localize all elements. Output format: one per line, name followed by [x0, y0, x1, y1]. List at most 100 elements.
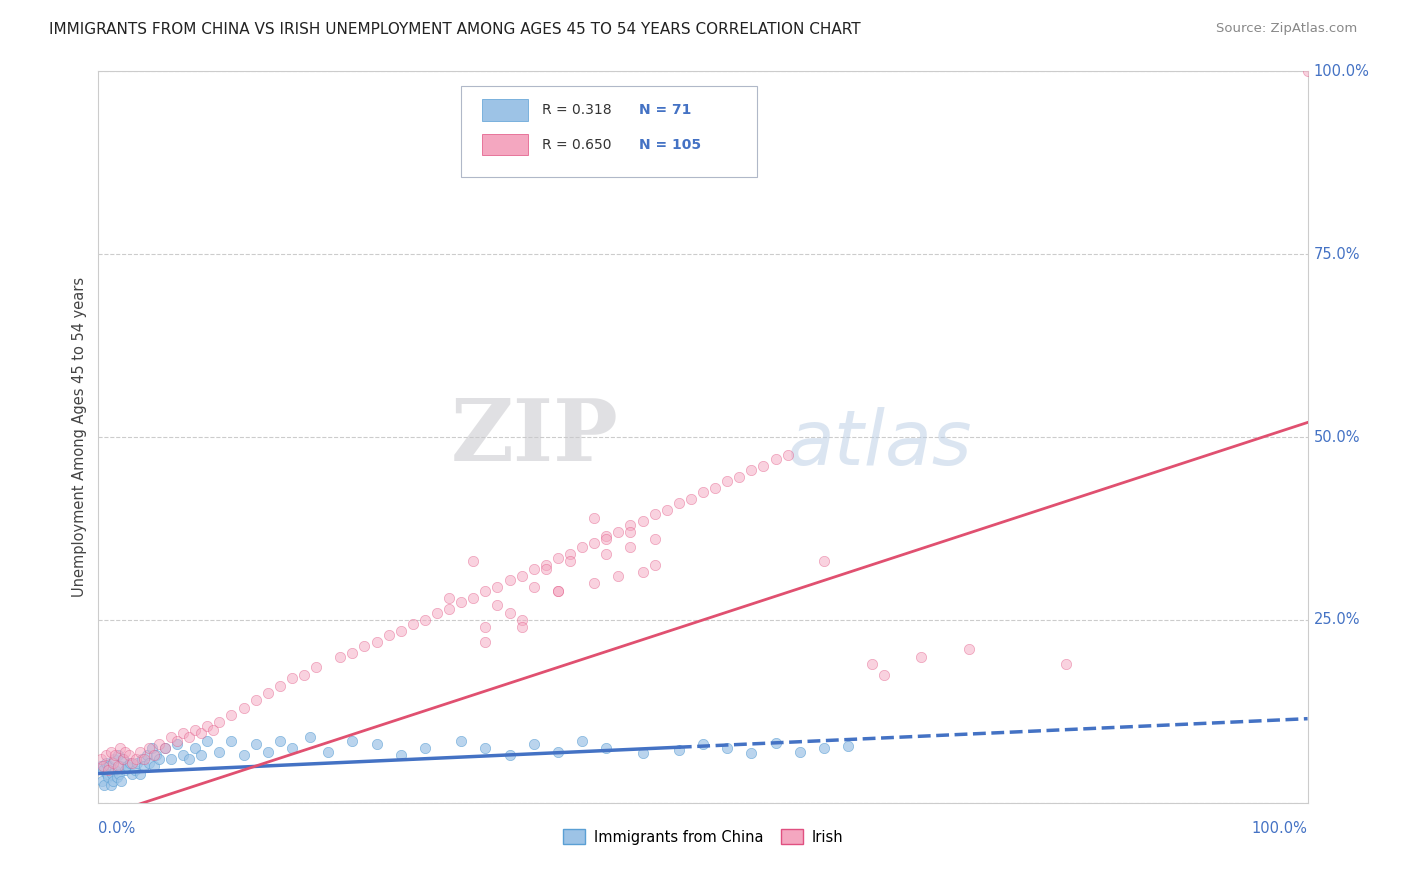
- Point: [281, 672, 304, 686]
- Point: [498, 573, 520, 587]
- Point: [134, 759, 156, 773]
- Point: [474, 620, 496, 634]
- Text: 100.0%: 100.0%: [1251, 821, 1308, 836]
- Point: [776, 449, 799, 463]
- Y-axis label: Unemployment Among Ages 45 to 54 years: Unemployment Among Ages 45 to 54 years: [72, 277, 87, 597]
- Point: [523, 580, 546, 594]
- Point: [860, 657, 883, 671]
- Point: [125, 752, 148, 766]
- Point: [450, 594, 472, 608]
- Point: [342, 733, 364, 747]
- Point: [100, 766, 122, 780]
- Point: [97, 770, 120, 784]
- Text: Source: ZipAtlas.com: Source: ZipAtlas.com: [1216, 22, 1357, 36]
- Point: [1296, 64, 1319, 78]
- Point: [316, 745, 339, 759]
- Point: [160, 730, 183, 744]
- Text: 75.0%: 75.0%: [1313, 247, 1360, 261]
- Point: [366, 635, 388, 649]
- Point: [100, 745, 122, 759]
- Point: [644, 507, 666, 521]
- Point: [104, 763, 127, 777]
- Point: [463, 554, 485, 568]
- Point: [765, 736, 787, 750]
- FancyBboxPatch shape: [461, 86, 758, 178]
- Point: [523, 562, 546, 576]
- Point: [190, 726, 212, 740]
- Point: [166, 737, 188, 751]
- Point: [143, 748, 166, 763]
- Point: [105, 770, 128, 784]
- Point: [353, 639, 375, 653]
- Point: [558, 554, 581, 568]
- Point: [571, 733, 593, 747]
- Point: [195, 719, 218, 733]
- Point: [101, 756, 124, 770]
- Point: [94, 748, 117, 763]
- Point: [103, 752, 125, 766]
- Point: [558, 547, 581, 561]
- Point: [740, 463, 762, 477]
- Text: ZIP: ZIP: [450, 395, 619, 479]
- Point: [134, 752, 156, 766]
- Point: [813, 554, 835, 568]
- Point: [166, 733, 188, 747]
- Point: [177, 752, 201, 766]
- Point: [692, 737, 714, 751]
- Point: [789, 745, 811, 759]
- Point: [221, 733, 243, 747]
- Point: [305, 660, 328, 674]
- Point: [138, 740, 160, 755]
- Point: [208, 745, 231, 759]
- Point: [547, 583, 569, 598]
- Point: [668, 743, 690, 757]
- Point: [128, 766, 150, 780]
- Point: [97, 763, 120, 777]
- Point: [329, 649, 352, 664]
- Point: [107, 759, 129, 773]
- Point: [245, 693, 267, 707]
- Text: atlas: atlas: [787, 408, 972, 482]
- Point: [583, 510, 606, 524]
- Point: [474, 635, 496, 649]
- Point: [510, 620, 533, 634]
- Point: [91, 773, 114, 788]
- Point: [108, 766, 131, 780]
- Point: [389, 748, 412, 763]
- Text: R = 0.650: R = 0.650: [543, 137, 612, 152]
- Point: [510, 569, 533, 583]
- Point: [437, 591, 460, 605]
- Point: [498, 606, 520, 620]
- Point: [595, 533, 617, 547]
- Point: [111, 752, 134, 766]
- Point: [118, 756, 141, 770]
- Point: [177, 730, 201, 744]
- Point: [377, 627, 399, 641]
- Point: [765, 452, 787, 467]
- Point: [752, 459, 775, 474]
- Text: N = 105: N = 105: [638, 137, 702, 152]
- Point: [93, 777, 115, 792]
- Point: [402, 616, 425, 631]
- Point: [135, 748, 157, 763]
- Point: [114, 745, 136, 759]
- Point: [107, 748, 129, 763]
- Point: [486, 599, 509, 613]
- Point: [118, 748, 141, 763]
- Point: [366, 737, 388, 751]
- Text: R = 0.318: R = 0.318: [543, 103, 612, 117]
- Point: [389, 624, 412, 638]
- Point: [716, 740, 738, 755]
- Point: [655, 503, 678, 517]
- Point: [692, 485, 714, 500]
- Point: [91, 763, 114, 777]
- Point: [184, 723, 207, 737]
- Point: [463, 591, 485, 605]
- Point: [104, 748, 127, 763]
- Point: [534, 558, 557, 573]
- Point: [728, 470, 751, 484]
- Point: [523, 737, 546, 751]
- Point: [547, 583, 569, 598]
- Text: 50.0%: 50.0%: [1313, 430, 1360, 444]
- Text: IMMIGRANTS FROM CHINA VS IRISH UNEMPLOYMENT AMONG AGES 45 TO 54 YEARS CORRELATIO: IMMIGRANTS FROM CHINA VS IRISH UNEMPLOYM…: [49, 22, 860, 37]
